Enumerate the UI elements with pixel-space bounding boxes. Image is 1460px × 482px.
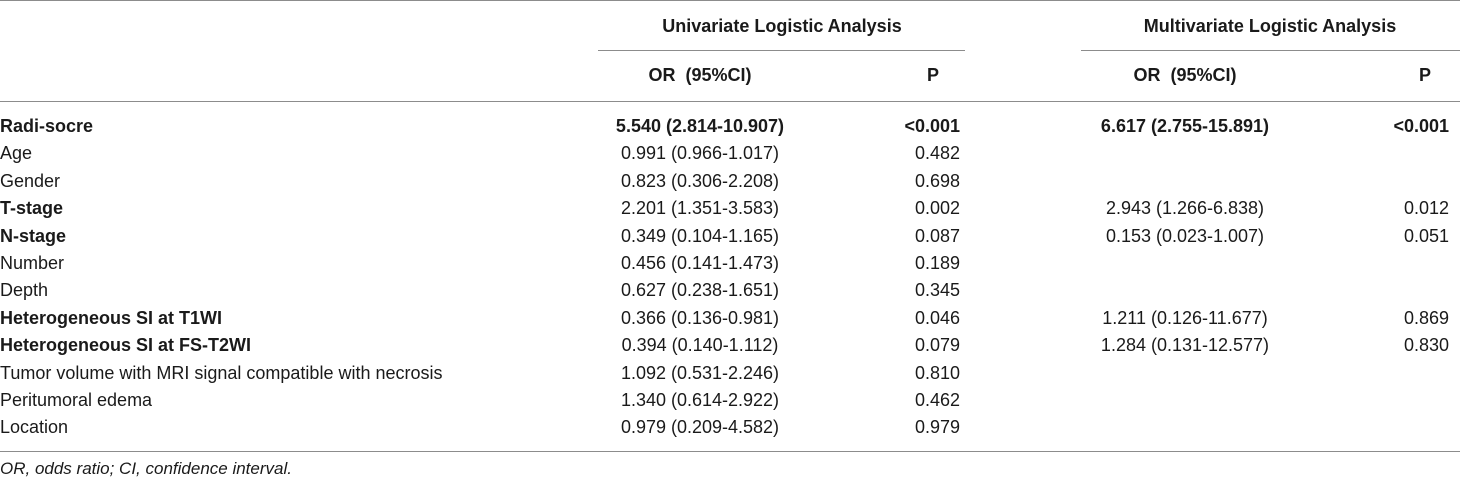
row-label: Radi-socre — [0, 116, 94, 136]
multi-or-value: 1.284 (0.131-12.577) — [1100, 335, 1270, 355]
multi-p-value: 0.051 — [1403, 226, 1449, 246]
row-label: N-stage — [0, 226, 67, 246]
uni-p-value: 0.046 — [914, 308, 960, 328]
uni-p-value: 0.482 — [914, 143, 960, 163]
row-label: Age — [0, 143, 33, 163]
table-footnote: OR, odds ratio; CI, confidence interval. — [0, 459, 292, 478]
row-label: Depth — [0, 280, 49, 300]
multi-or-value: 2.943 (1.266-6.838) — [1105, 198, 1265, 218]
multi-p-value: 0.012 — [1403, 198, 1449, 218]
multi-or-value: 6.617 (2.755-15.891) — [1100, 116, 1270, 136]
uni-p-value: 0.087 — [914, 226, 960, 246]
uni-or-value: 2.201 (1.351-3.583) — [620, 198, 780, 218]
uni-or-value: 0.823 (0.306-2.208) — [620, 171, 780, 191]
multi-p-value: <0.001 — [1393, 116, 1449, 136]
uni-or-value: 0.627 (0.238-1.651) — [620, 280, 780, 300]
multivariate-group-header: Multivariate Logistic Analysis — [1143, 16, 1397, 36]
multi-p-header: P — [1418, 65, 1432, 85]
row-label: Gender — [0, 171, 61, 191]
row-label: Heterogeneous SI at T1WI — [0, 308, 223, 328]
top-rule — [0, 0, 1460, 1]
multi-or-header: OR (95%CI) — [1133, 65, 1237, 85]
uni-p-value: 0.079 — [914, 335, 960, 355]
multivariate-group-rule — [1081, 50, 1460, 51]
uni-or-header: OR (95%CI) — [648, 65, 752, 85]
uni-or-value: 0.394 (0.140-1.112) — [621, 335, 779, 355]
uni-or-value: 0.349 (0.104-1.165) — [620, 226, 780, 246]
uni-p-value: 0.810 — [914, 363, 960, 383]
uni-p-value: 0.345 — [914, 280, 960, 300]
multi-or-value: 0.153 (0.023-1.007) — [1105, 226, 1265, 246]
uni-p-value: <0.001 — [904, 116, 960, 136]
row-label: Number — [0, 253, 65, 273]
uni-p-header: P — [926, 65, 940, 85]
uni-or-value: 0.456 (0.141-1.473) — [620, 253, 780, 273]
uni-or-value: 0.366 (0.136-0.981) — [620, 308, 780, 328]
multi-p-value: 0.830 — [1403, 335, 1449, 355]
row-label: Heterogeneous SI at FS-T2WI — [0, 335, 252, 355]
multi-or-value: 1.211 (0.126-11.677) — [1102, 308, 1268, 328]
uni-or-value: 0.979 (0.209-4.582) — [620, 417, 780, 437]
uni-or-value: 5.540 (2.814-10.907) — [615, 116, 785, 136]
uni-or-value: 1.340 (0.614-2.922) — [620, 390, 780, 410]
uni-p-value: 0.979 — [914, 417, 960, 437]
row-label: Tumor volume with MRI signal compatible … — [0, 363, 443, 383]
univariate-group-header: Univariate Logistic Analysis — [662, 16, 902, 36]
row-label: Peritumoral edema — [0, 390, 153, 410]
uni-p-value: 0.698 — [914, 171, 960, 191]
row-label: T-stage — [0, 198, 64, 218]
uni-p-value: 0.002 — [914, 198, 960, 218]
multi-p-value: 0.869 — [1403, 308, 1449, 328]
univariate-group-rule — [598, 50, 965, 51]
uni-or-value: 0.991 (0.966-1.017) — [620, 143, 780, 163]
uni-or-value: 1.092 (0.531-2.246) — [620, 363, 780, 383]
table-bottom-rule — [0, 451, 1460, 452]
uni-p-value: 0.462 — [914, 390, 960, 410]
header-bottom-rule — [0, 101, 1460, 102]
uni-p-value: 0.189 — [914, 253, 960, 273]
row-label: Location — [0, 417, 69, 437]
